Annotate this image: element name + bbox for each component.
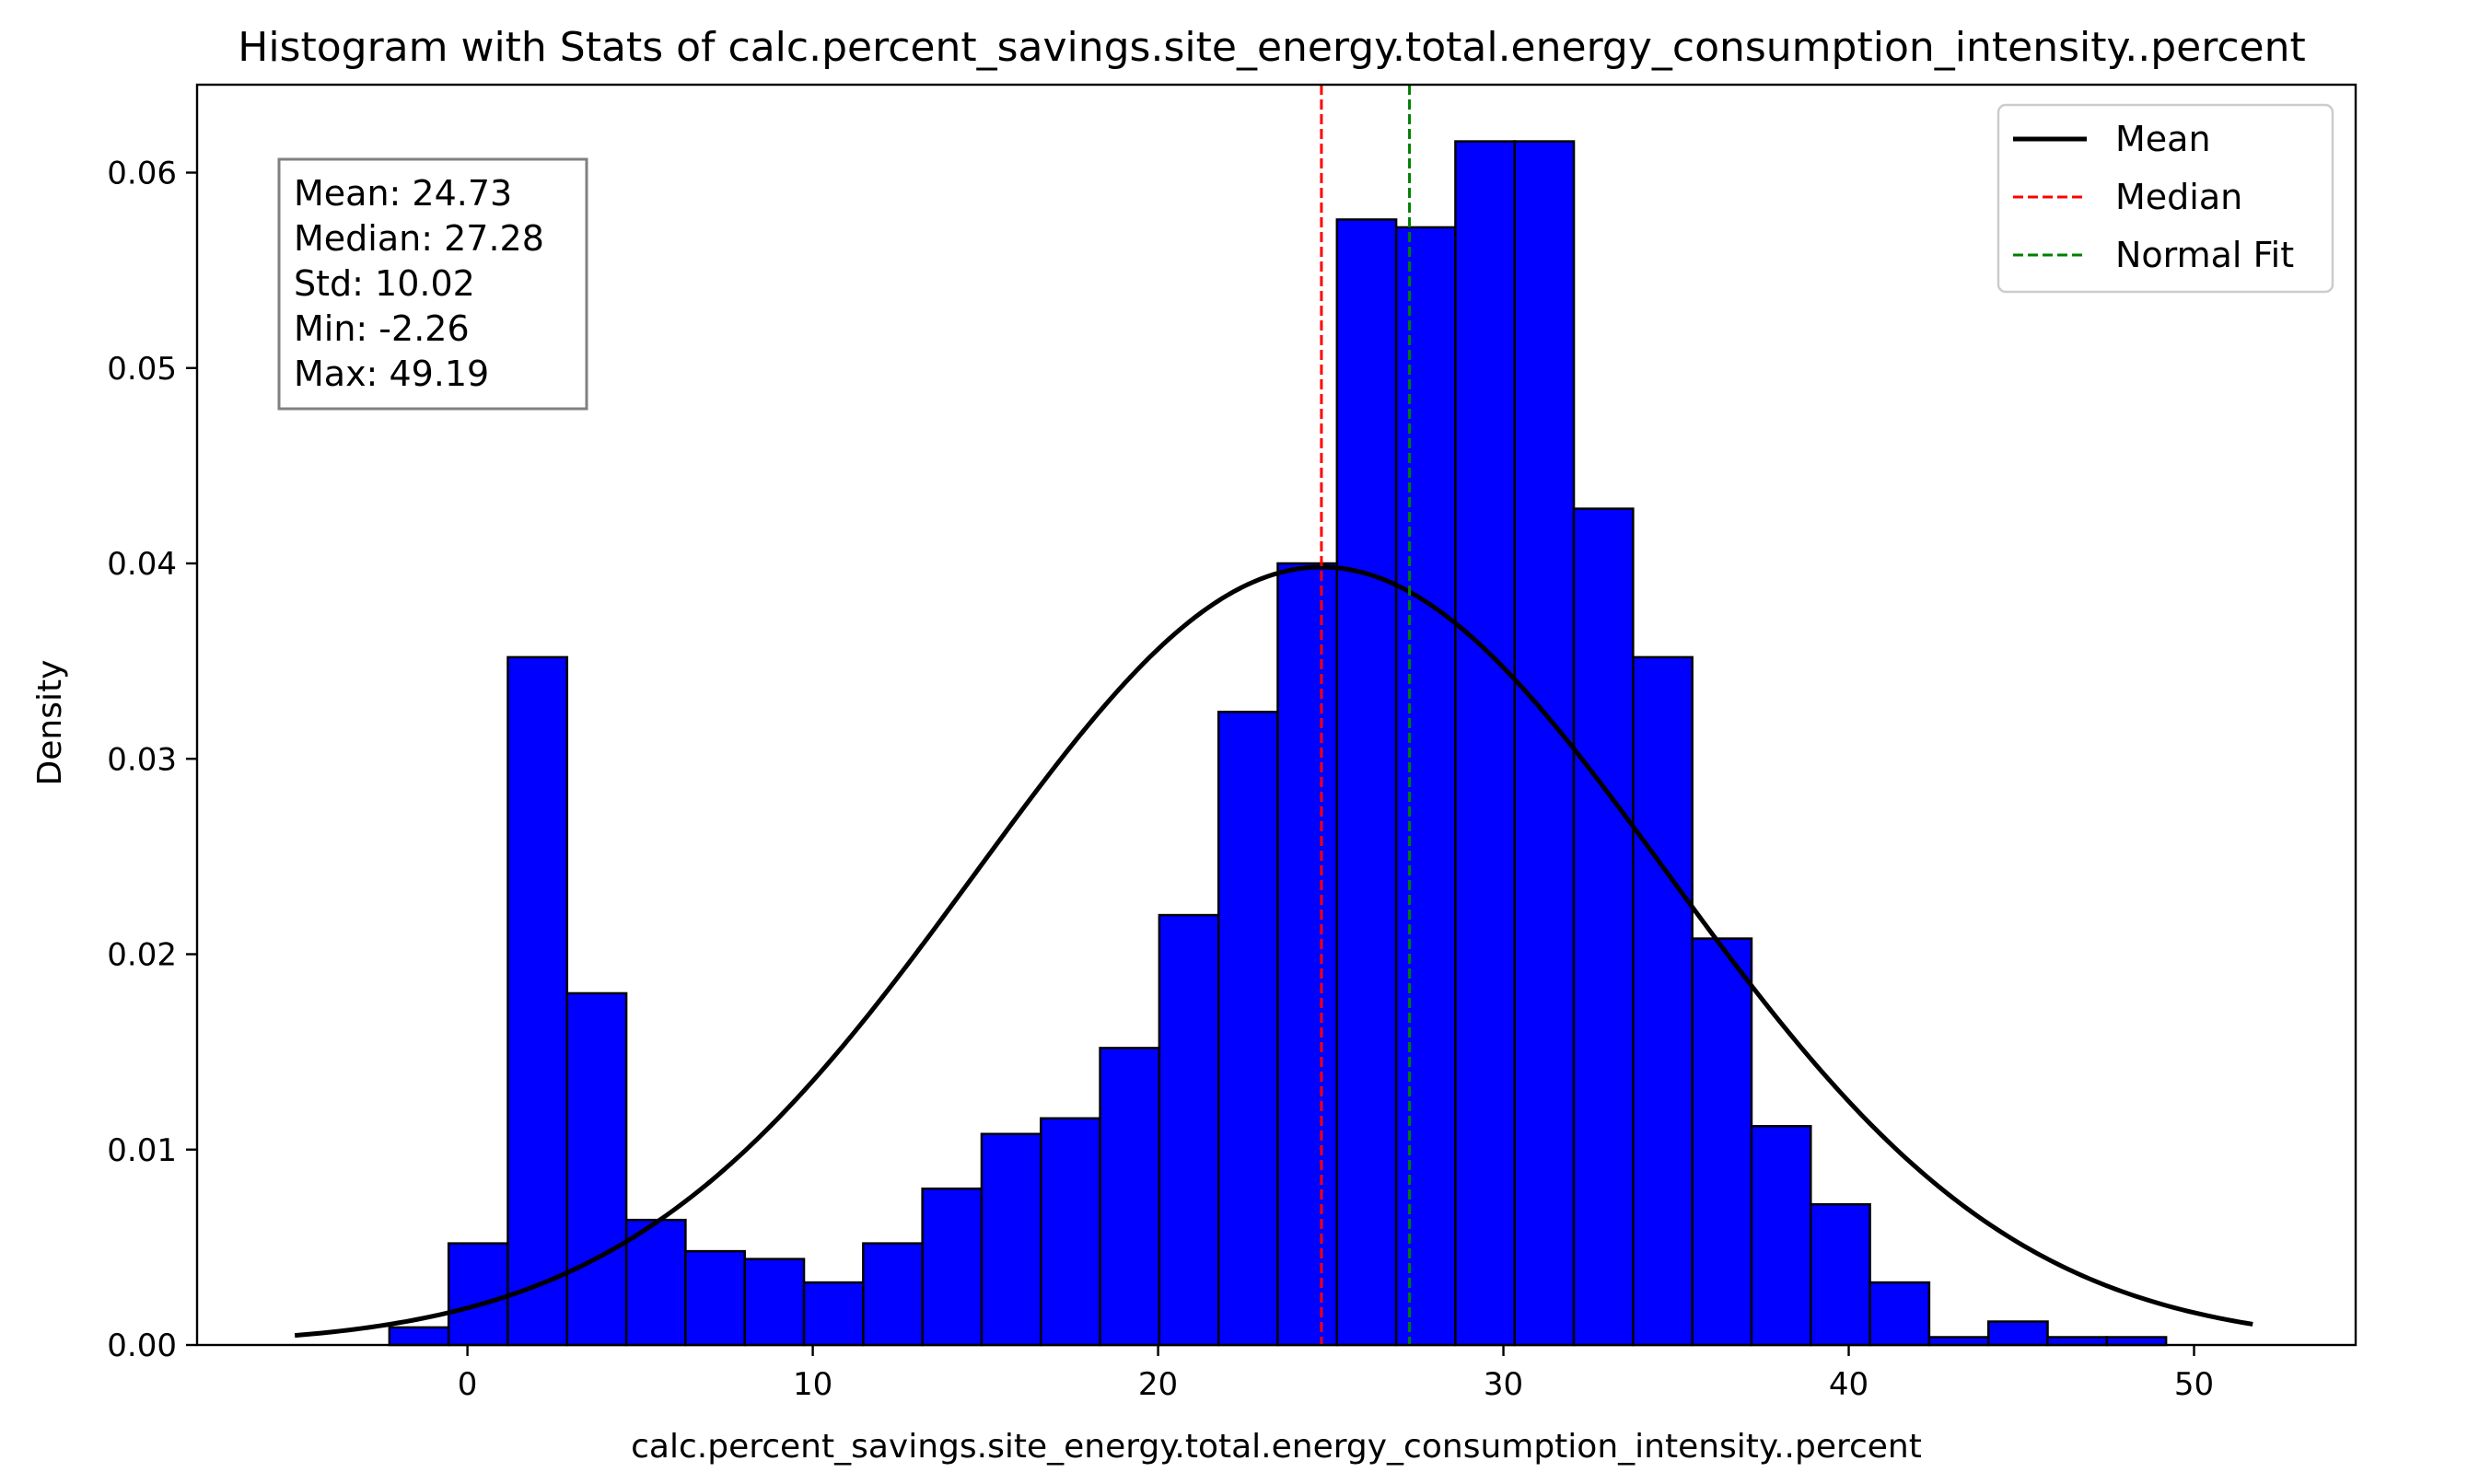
vline-layer bbox=[1320, 85, 1412, 1345]
legend: Mean Median Normal Fit bbox=[1997, 103, 2334, 294]
y-axis: 0.00 0.01 0.02 0.03 0.04 0.05 0.06 bbox=[107, 156, 197, 1364]
y-tick-label: 0.00 bbox=[107, 1327, 177, 1364]
plot-frame bbox=[195, 83, 2357, 1347]
histogram-bar bbox=[980, 1132, 1042, 1347]
histogram-bar bbox=[862, 1242, 924, 1347]
x-tick-label: 20 bbox=[1138, 1366, 1178, 1403]
curve-layer bbox=[294, 564, 2253, 1339]
y-tick-label: 0.02 bbox=[107, 937, 177, 974]
histogram-bar bbox=[506, 655, 569, 1347]
y-tick-label: 0.04 bbox=[107, 546, 177, 583]
stats-std: Std: 10.02 bbox=[294, 263, 475, 304]
x-tick-label: 0 bbox=[458, 1366, 478, 1403]
histogram-bar bbox=[1040, 1117, 1101, 1347]
histogram-bar bbox=[1217, 711, 1279, 1347]
y-tick-label: 0.05 bbox=[107, 351, 177, 388]
histogram-bar bbox=[1810, 1202, 1871, 1347]
histogram-bar bbox=[921, 1187, 984, 1347]
histogram-bar bbox=[1099, 1047, 1161, 1347]
histogram-bar bbox=[1927, 1336, 1990, 1347]
histogram-bar bbox=[1750, 1125, 1812, 1347]
x-axis: 0 10 20 30 40 50 bbox=[458, 1345, 2214, 1403]
x-tick-label: 10 bbox=[793, 1366, 832, 1403]
histogram-bar bbox=[1513, 140, 1576, 1347]
histogram-bar bbox=[1572, 507, 1635, 1347]
histogram-bar bbox=[388, 1326, 450, 1347]
histogram-bar bbox=[1335, 218, 1398, 1347]
stats-median: Median: 27.28 bbox=[294, 218, 544, 259]
stats-box-frame bbox=[277, 157, 588, 411]
histogram-bar bbox=[1276, 562, 1339, 1347]
histogram-bar bbox=[1986, 1320, 2049, 1347]
x-tick-label: 50 bbox=[2174, 1366, 2214, 1403]
histogram-bar bbox=[2105, 1336, 2168, 1347]
histogram-bar bbox=[1394, 226, 1457, 1347]
histogram-bar bbox=[565, 991, 628, 1347]
histogram-bar bbox=[1632, 655, 1694, 1347]
histogram-bar bbox=[1868, 1281, 1931, 1347]
histogram-bar bbox=[743, 1258, 806, 1347]
histogram-bar bbox=[2046, 1336, 2109, 1347]
legend-mean-label: Mean bbox=[2115, 119, 2211, 159]
histogram-bar bbox=[802, 1281, 865, 1347]
stats-mean: Mean: 24.73 bbox=[294, 173, 512, 214]
stats-max: Max: 49.19 bbox=[294, 354, 489, 394]
legend-normal-fit-label: Normal Fit bbox=[2115, 235, 2294, 275]
bars-layer bbox=[388, 140, 2168, 1347]
y-tick-label: 0.06 bbox=[107, 156, 177, 192]
histogram-bar bbox=[684, 1249, 746, 1347]
y-tick-label: 0.01 bbox=[107, 1132, 177, 1169]
stats-box: Mean: 24.73 Median: 27.28 Std: 10.02 Min… bbox=[277, 157, 588, 411]
x-axis-label: calc.percent_savings.site_energy.total.e… bbox=[631, 1428, 1922, 1466]
x-tick-label: 40 bbox=[1829, 1366, 1868, 1403]
normal-fit-curve bbox=[294, 564, 2253, 1339]
y-axis-label: Density bbox=[31, 660, 69, 786]
legend-median-label: Median bbox=[2115, 177, 2242, 217]
y-tick-label: 0.03 bbox=[107, 741, 177, 778]
histogram-bar bbox=[447, 1242, 509, 1347]
legend-frame bbox=[1997, 103, 2334, 294]
histogram-bar bbox=[1454, 140, 1516, 1347]
histogram-bar bbox=[1158, 913, 1220, 1347]
stats-min: Min: -2.26 bbox=[294, 308, 470, 349]
x-tick-label: 30 bbox=[1484, 1366, 1523, 1403]
chart-title: Histogram with Stats of calc.percent_sav… bbox=[238, 24, 2306, 71]
histogram-bar bbox=[1691, 937, 1753, 1347]
